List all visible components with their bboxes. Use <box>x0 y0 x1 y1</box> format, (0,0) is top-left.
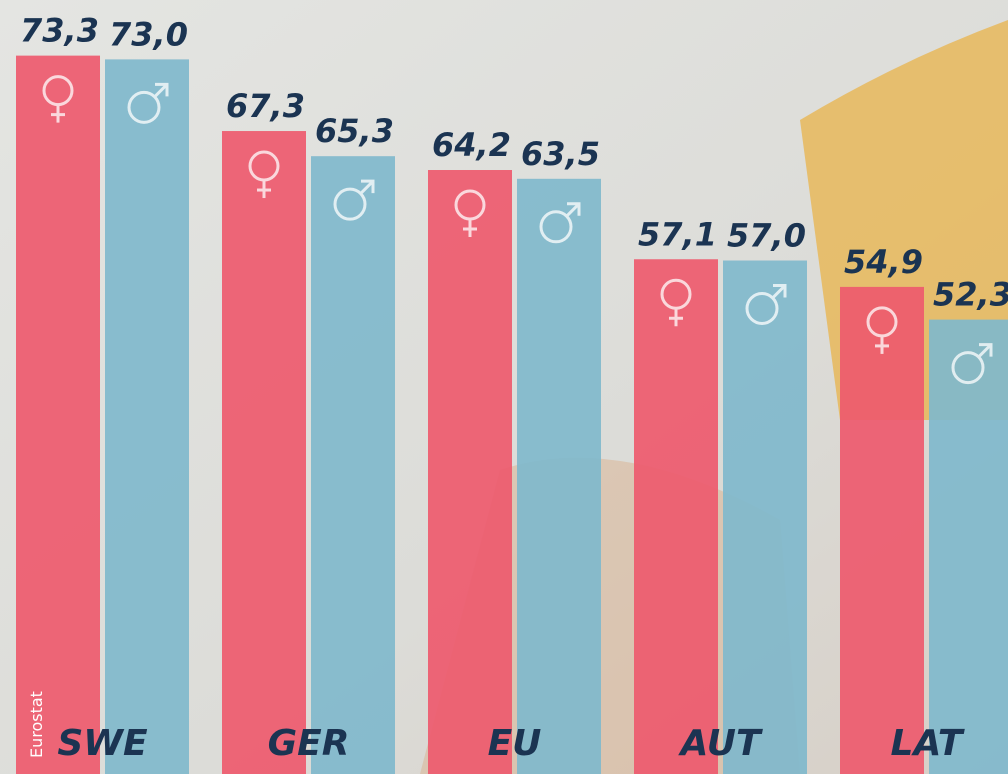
chart: 73,3 73,0 SWE 67,3 65,3 GER 64,2 63,5 EU 57,1 57,0… <box>0 0 1008 774</box>
value-label: 67,3 <box>226 87 305 125</box>
category-label: AUT <box>677 723 762 764</box>
source: Eurostat <box>27 691 46 758</box>
value-label: 57,1 <box>638 215 717 253</box>
category-label: SWE <box>57 723 148 764</box>
bar <box>105 59 189 774</box>
value-label: 73,0 <box>109 15 188 53</box>
value-label: 57,0 <box>727 217 806 255</box>
value-label: 63,5 <box>521 135 600 173</box>
bar <box>428 170 512 774</box>
value-label: 73,3 <box>20 12 99 50</box>
value-label: 65,3 <box>315 112 394 150</box>
bar <box>517 179 601 774</box>
value-label: 64,2 <box>432 126 511 164</box>
bar <box>840 287 924 774</box>
value-label: 52,3 <box>933 276 1008 314</box>
bar <box>16 56 100 774</box>
category-label: EU <box>488 723 542 764</box>
value-label: 54,9 <box>844 243 923 281</box>
bar <box>311 156 395 774</box>
bar <box>222 131 306 774</box>
bar <box>723 261 807 774</box>
category-label: LAT <box>891 723 965 764</box>
bar <box>929 320 1008 774</box>
category-label: GER <box>268 723 350 764</box>
bar <box>634 259 718 774</box>
